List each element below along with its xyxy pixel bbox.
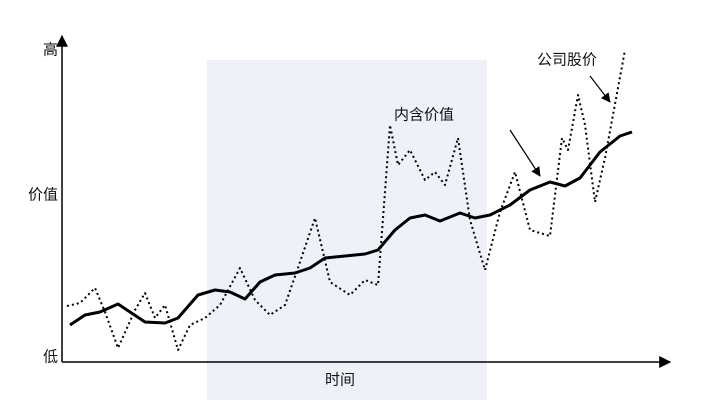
x-axis-label: 时间 [325,371,355,389]
y-tick-label: 高 [43,41,58,59]
annotation-arrow [509,129,541,177]
annotation-arrow [589,75,611,103]
annotation: 内含价值 [394,106,454,124]
annotation: 公司股价 [537,51,597,69]
y-tick-label: 价值 [28,186,58,204]
line-series [69,130,633,327]
watermark [207,60,487,400]
y-tick-label: 低 [43,348,58,366]
